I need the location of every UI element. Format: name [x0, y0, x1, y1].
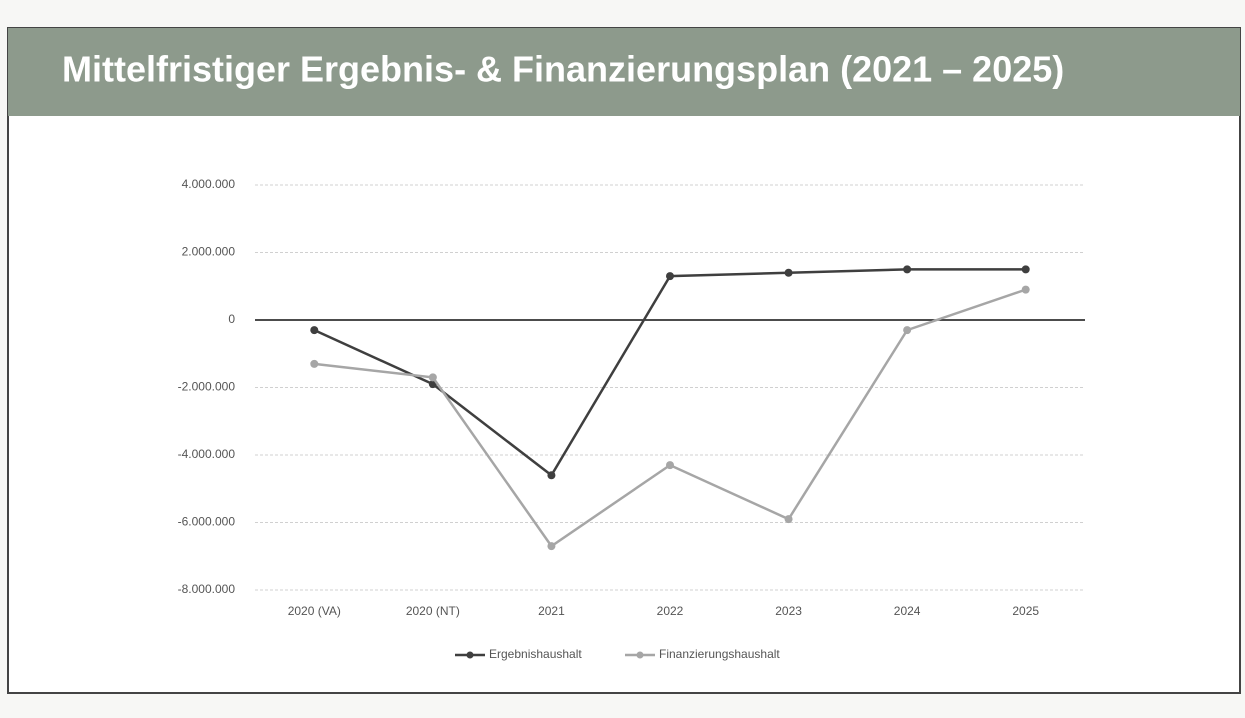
y-tick-label: 0	[228, 312, 235, 326]
legend-label: Finanzierungshaushalt	[659, 647, 780, 661]
point	[666, 461, 674, 469]
legend-marker	[467, 652, 474, 659]
x-tick-label: 2020 (VA)	[288, 604, 341, 618]
point	[666, 272, 674, 280]
x-tick-label: 2024	[894, 604, 921, 618]
point	[903, 326, 911, 334]
y-tick-label: -2.000.000	[178, 380, 236, 394]
point	[903, 265, 911, 273]
legend-label: Ergebnishaushalt	[489, 647, 582, 661]
point	[785, 269, 793, 277]
chart: Mittelfristiger Ergebnis- & Finanzierung…	[0, 0, 1245, 718]
legend-marker	[637, 652, 644, 659]
point	[310, 326, 318, 334]
x-tick-label: 2020 (NT)	[406, 604, 460, 618]
point	[547, 471, 555, 479]
y-tick-label: -6.000.000	[178, 515, 236, 529]
chart-title: Mittelfristiger Ergebnis- & Finanzierung…	[62, 49, 1064, 90]
x-tick-label: 2022	[657, 604, 684, 618]
point	[547, 542, 555, 550]
y-tick-label: -4.000.000	[178, 447, 236, 461]
point	[429, 373, 437, 381]
y-tick-label: 2.000.000	[182, 245, 236, 259]
y-tick-label: -8.000.000	[178, 582, 236, 596]
y-tick-label: 4.000.000	[182, 177, 236, 191]
point	[310, 360, 318, 368]
point	[1022, 265, 1030, 273]
x-tick-label: 2025	[1012, 604, 1039, 618]
x-tick-label: 2023	[775, 604, 802, 618]
x-tick-label: 2021	[538, 604, 565, 618]
point	[785, 515, 793, 523]
point	[1022, 286, 1030, 294]
